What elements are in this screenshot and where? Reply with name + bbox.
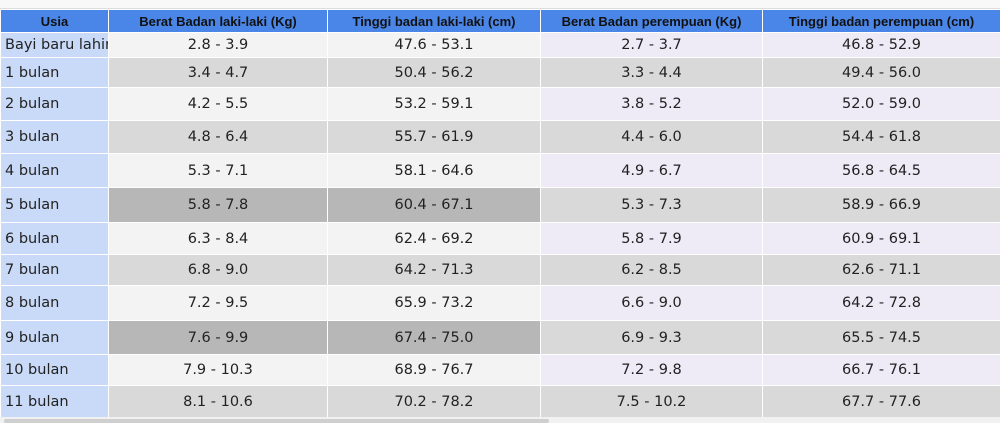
range-cell: 46.8 - 52.9 [762, 32, 1000, 58]
range-cell: 68.9 - 76.7 [327, 354, 541, 386]
range-cell: 70.2 - 78.2 [327, 385, 541, 419]
table-row: 2 bulan 4.2 - 5.5 53.2 - 59.1 3.8 - 5.2 52.0… [0, 87, 1000, 121]
range-cell: 52.0 - 59.0 [762, 87, 1000, 121]
range-cell: 58.1 - 64.6 [327, 153, 541, 188]
age-cell: Bayi baru lahir [0, 32, 109, 58]
age-cell: 10 bulan [0, 354, 109, 386]
range-cell: 53.2 - 59.1 [327, 87, 541, 121]
range-cell: 62.4 - 69.2 [327, 222, 541, 255]
column-header-strip [0, 0, 1000, 9]
range-cell: 67.7 - 77.6 [762, 385, 1000, 419]
age-cell: 3 bulan [0, 120, 109, 154]
range-cell: 5.8 - 7.9 [540, 222, 763, 255]
table-row: 4 bulan 5.3 - 7.1 58.1 - 64.6 4.9 - 6.7 56.8… [0, 153, 1000, 188]
scrollbar-thumb[interactable] [4, 419, 549, 423]
range-cell: 4.9 - 6.7 [540, 153, 763, 188]
table-row: 5 bulan 5.8 - 7.8 60.4 - 67.1 5.3 - 7.3 58.9… [0, 187, 1000, 223]
column-header: Tinggi badan perempuan (cm) [762, 9, 1000, 33]
range-cell: 6.6 - 9.0 [540, 285, 763, 321]
range-cell: 2.7 - 3.7 [540, 32, 763, 58]
range-cell: 7.2 - 9.8 [540, 354, 763, 386]
range-cell: 62.6 - 71.1 [762, 254, 1000, 286]
age-cell: 7 bulan [0, 254, 109, 286]
table-row: 11 bulan 8.1 - 10.6 70.2 - 78.2 7.5 - 10.2 6… [0, 385, 1000, 419]
range-cell: 60.9 - 69.1 [762, 222, 1000, 255]
range-cell: 4.4 - 6.0 [540, 120, 763, 154]
range-cell: 7.5 - 10.2 [540, 385, 763, 419]
age-cell: 6 bulan [0, 222, 109, 255]
range-cell: 65.5 - 74.5 [762, 320, 1000, 355]
header-row: Usia Berat Badan laki-laki (Kg) Tinggi bad… [0, 9, 1000, 33]
range-cell: 54.4 - 61.8 [762, 120, 1000, 154]
table-row: 8 bulan 7.2 - 9.5 65.9 - 73.2 6.6 - 9.0 64.2… [0, 285, 1000, 321]
range-cell: 8.1 - 10.6 [108, 385, 328, 419]
range-cell: 6.3 - 8.4 [108, 222, 328, 255]
range-cell: 67.4 - 75.0 [327, 320, 541, 355]
range-cell: 4.2 - 5.5 [108, 87, 328, 121]
range-cell: 2.8 - 3.9 [108, 32, 328, 58]
range-cell: 64.2 - 72.8 [762, 285, 1000, 321]
range-cell: 7.2 - 9.5 [108, 285, 328, 321]
range-cell: 4.8 - 6.4 [108, 120, 328, 154]
table-row: Bayi baru lahir 2.8 - 3.9 47.6 - 53.1 2.7 -… [0, 32, 1000, 58]
table-row: 10 bulan 7.9 - 10.3 68.9 - 76.7 7.2 - 9.8 66… [0, 354, 1000, 386]
column-header: Usia [0, 9, 109, 33]
column-header: Berat Badan perempuan (Kg) [540, 9, 763, 33]
range-cell: 7.6 - 9.9 [108, 320, 328, 355]
column-header: Tinggi badan laki-laki (cm) [327, 9, 541, 33]
age-cell: 2 bulan [0, 87, 109, 121]
range-cell: 5.3 - 7.3 [540, 187, 763, 223]
range-cell: 66.7 - 76.1 [762, 354, 1000, 386]
range-cell: 6.9 - 9.3 [540, 320, 763, 355]
age-cell: 1 bulan [0, 57, 109, 88]
range-cell: 55.7 - 61.9 [327, 120, 541, 154]
spreadsheet-table: Usia Berat Badan laki-laki (Kg) Tinggi bad… [0, 9, 1000, 419]
age-cell: 5 bulan [0, 187, 109, 223]
age-cell: 9 bulan [0, 320, 109, 355]
range-cell: 64.2 - 71.3 [327, 254, 541, 286]
range-cell: 6.2 - 8.5 [540, 254, 763, 286]
range-cell: 5.3 - 7.1 [108, 153, 328, 188]
table-row: 6 bulan 6.3 - 8.4 62.4 - 69.2 5.8 - 7.9 60.9… [0, 222, 1000, 255]
range-cell: 60.4 - 67.1 [327, 187, 541, 223]
range-cell: 3.8 - 5.2 [540, 87, 763, 121]
range-cell: 49.4 - 56.0 [762, 57, 1000, 88]
range-cell: 47.6 - 53.1 [327, 32, 541, 58]
table-row: 7 bulan 6.8 - 9.0 64.2 - 71.3 6.2 - 8.5 62.6… [0, 254, 1000, 286]
range-cell: 56.8 - 64.5 [762, 153, 1000, 188]
age-cell: 4 bulan [0, 153, 109, 188]
age-cell: 11 bulan [0, 385, 109, 419]
range-cell: 7.9 - 10.3 [108, 354, 328, 386]
table-row: 1 bulan 3.4 - 4.7 50.4 - 56.2 3.3 - 4.4 49.4… [0, 57, 1000, 88]
range-cell: 58.9 - 66.9 [762, 187, 1000, 223]
table-row: 9 bulan 7.6 - 9.9 67.4 - 75.0 6.9 - 9.3 65.5… [0, 320, 1000, 355]
range-cell: 3.3 - 4.4 [540, 57, 763, 88]
range-cell: 5.8 - 7.8 [108, 187, 328, 223]
age-cell: 8 bulan [0, 285, 109, 321]
range-cell: 50.4 - 56.2 [327, 57, 541, 88]
column-header: Berat Badan laki-laki (Kg) [108, 9, 328, 33]
range-cell: 3.4 - 4.7 [108, 57, 328, 88]
range-cell: 65.9 - 73.2 [327, 285, 541, 321]
range-cell: 6.8 - 9.0 [108, 254, 328, 286]
table-row: 3 bulan 4.8 - 6.4 55.7 - 61.9 4.4 - 6.0 54.4… [0, 120, 1000, 154]
